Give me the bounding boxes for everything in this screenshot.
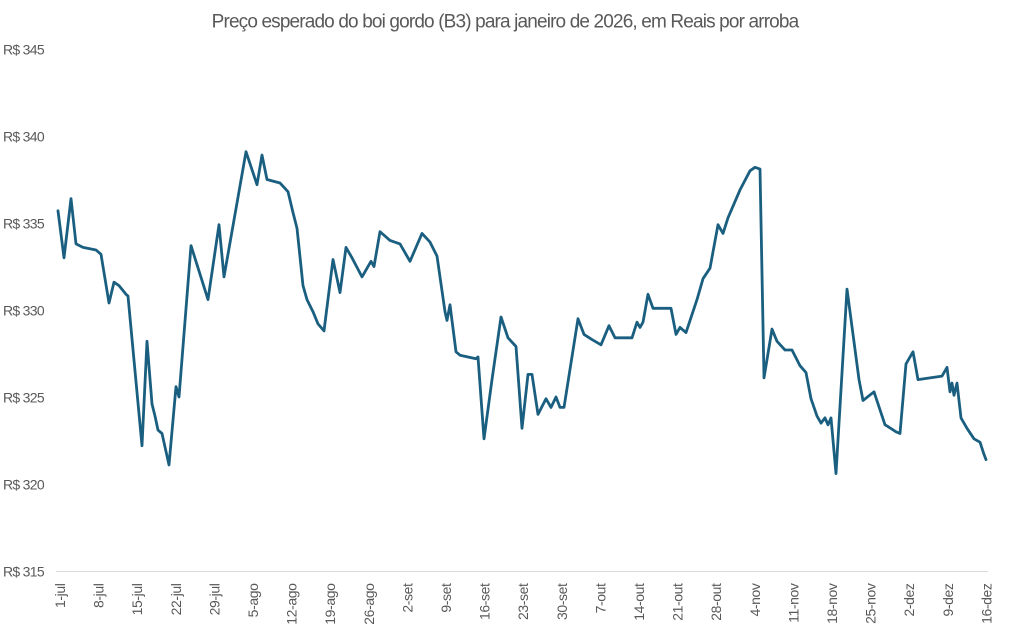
svg-text:R$ 330: R$ 330	[3, 303, 45, 319]
svg-text:9-dez: 9-dez	[940, 583, 956, 616]
svg-text:2-dez: 2-dez	[901, 583, 917, 616]
svg-text:Preço esperado do boi gordo (B: Preço esperado do boi gordo (B3) para ja…	[212, 11, 800, 32]
svg-text:4-nov: 4-nov	[747, 583, 763, 616]
svg-text:12-ago: 12-ago	[284, 583, 300, 625]
svg-text:2-set: 2-set	[399, 583, 415, 613]
svg-text:R$ 345: R$ 345	[3, 42, 45, 58]
svg-text:14-out: 14-out	[631, 583, 647, 621]
svg-text:28-out: 28-out	[708, 583, 724, 621]
svg-text:R$ 335: R$ 335	[3, 216, 45, 232]
svg-text:30-set: 30-set	[554, 583, 570, 620]
svg-text:19-ago: 19-ago	[322, 583, 338, 625]
svg-text:16-set: 16-set	[477, 583, 493, 620]
svg-text:1-jul: 1-jul	[52, 583, 68, 608]
svg-text:23-set: 23-set	[515, 583, 531, 620]
svg-text:R$ 340: R$ 340	[3, 129, 45, 145]
svg-text:R$ 320: R$ 320	[3, 477, 45, 493]
svg-text:5-ago: 5-ago	[245, 583, 261, 617]
svg-text:11-nov: 11-nov	[785, 583, 801, 623]
svg-text:22-jul: 22-jul	[168, 583, 184, 615]
svg-text:16-dez: 16-dez	[978, 583, 994, 624]
svg-text:21-out: 21-out	[670, 583, 686, 621]
svg-text:18-nov: 18-nov	[824, 583, 840, 624]
svg-text:R$ 315: R$ 315	[3, 564, 45, 580]
svg-text:R$ 325: R$ 325	[3, 390, 45, 406]
svg-text:8-jul: 8-jul	[91, 583, 107, 608]
svg-text:7-out: 7-out	[592, 583, 608, 613]
svg-text:26-ago: 26-ago	[361, 583, 377, 625]
svg-text:25-nov: 25-nov	[863, 583, 879, 624]
svg-text:9-set: 9-set	[438, 583, 454, 613]
svg-text:29-jul: 29-jul	[206, 583, 222, 615]
svg-text:15-jul: 15-jul	[129, 583, 145, 615]
